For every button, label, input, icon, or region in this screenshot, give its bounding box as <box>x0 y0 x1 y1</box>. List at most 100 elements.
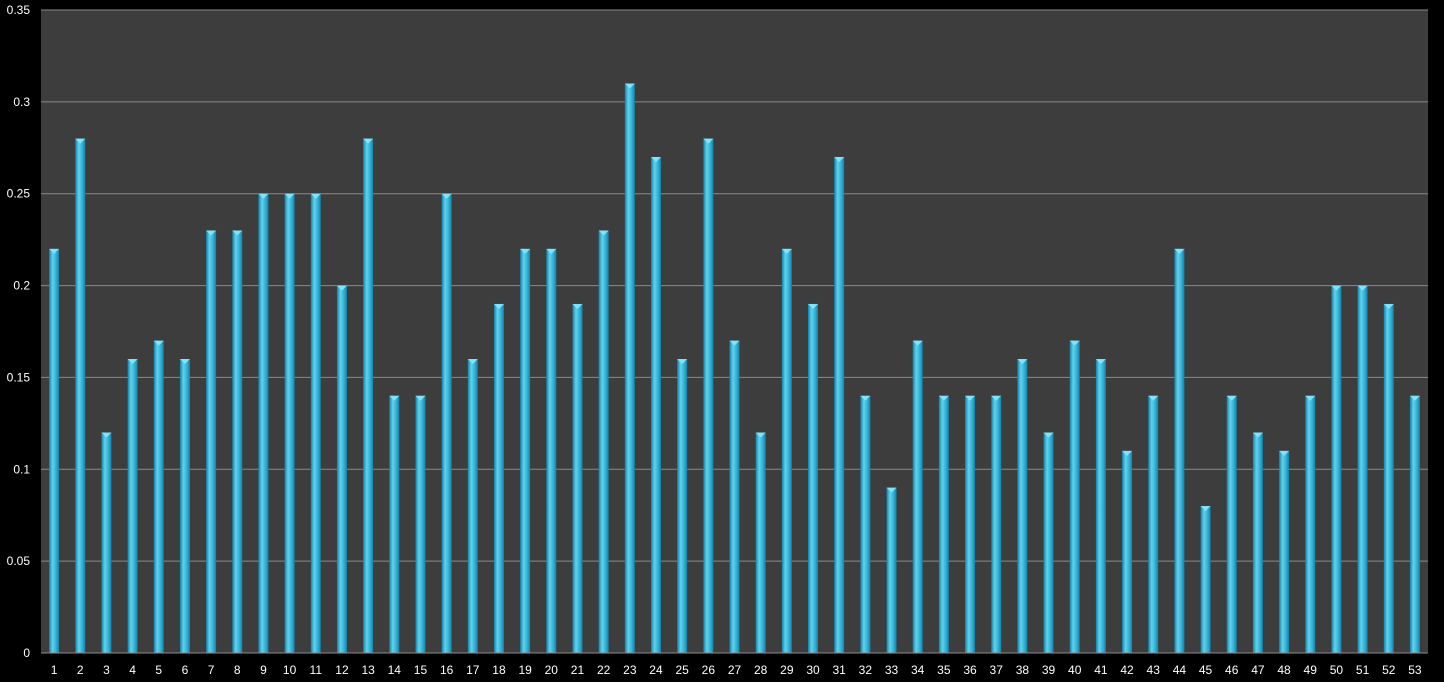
bar <box>1017 359 1028 653</box>
x-axis-tick-labels: 1 2 3 4 5 6 7 8 9 10 11 12 13 14 15 16 17 18 19 20 21 22 23 24 2… <box>51 663 1422 677</box>
x-tick-label: 20 <box>545 663 559 677</box>
x-tick-label: 18 <box>492 663 506 677</box>
bar <box>520 248 531 654</box>
bar <box>206 230 217 653</box>
bar <box>336 285 347 653</box>
x-tick-label: 5 <box>155 663 162 677</box>
bar <box>860 395 871 653</box>
y-tick-label: 0.1 <box>13 462 30 476</box>
x-tick-label: 35 <box>937 663 951 677</box>
bar <box>1357 285 1368 653</box>
bar <box>258 193 269 653</box>
bar <box>232 230 243 653</box>
bar <box>781 248 792 654</box>
x-tick-label: 3 <box>103 663 110 677</box>
bar <box>127 359 138 653</box>
x-tick-label: 6 <box>182 663 189 677</box>
bar <box>75 138 86 654</box>
x-tick-label: 9 <box>260 663 267 677</box>
x-tick-label: 17 <box>466 663 480 677</box>
bar <box>703 138 714 654</box>
bar <box>441 193 452 653</box>
x-tick-label: 51 <box>1356 663 1370 677</box>
bar <box>1122 450 1133 653</box>
bar <box>1148 395 1159 653</box>
bar <box>1226 395 1237 653</box>
x-tick-label: 33 <box>885 663 899 677</box>
bar <box>467 359 478 653</box>
y-tick-label: 0.3 <box>13 95 30 109</box>
bar <box>310 193 321 653</box>
bar <box>598 230 609 653</box>
y-axis-tick-labels: 0 0.05 0.1 0.15 0.2 0.25 0.3 0.35 <box>7 3 31 660</box>
bar <box>624 83 635 653</box>
bar <box>572 303 583 653</box>
x-tick-label: 23 <box>623 663 637 677</box>
x-tick-label: 4 <box>129 663 136 677</box>
bar <box>729 340 740 653</box>
x-tick-label: 26 <box>702 663 716 677</box>
bar <box>938 395 949 653</box>
x-tick-label: 22 <box>597 663 611 677</box>
bar <box>415 395 426 653</box>
x-tick-label: 27 <box>728 663 742 677</box>
x-tick-label: 16 <box>440 663 454 677</box>
x-tick-label: 32 <box>859 663 873 677</box>
bar <box>808 303 819 653</box>
y-tick-label: 0.2 <box>13 279 30 293</box>
bar <box>49 248 60 654</box>
bar <box>1200 506 1211 653</box>
x-tick-label: 8 <box>234 663 241 677</box>
x-tick-label: 15 <box>414 663 428 677</box>
bar <box>965 395 976 653</box>
bar <box>755 432 766 653</box>
bar <box>546 248 557 654</box>
x-tick-label: 30 <box>806 663 820 677</box>
bar <box>101 432 112 653</box>
x-tick-label: 34 <box>911 663 925 677</box>
y-tick-label: 0.35 <box>7 3 31 17</box>
x-tick-label: 36 <box>963 663 977 677</box>
x-tick-label: 47 <box>1251 663 1265 677</box>
x-tick-label: 38 <box>1016 663 1030 677</box>
bar <box>363 138 374 654</box>
x-tick-label: 41 <box>1094 663 1108 677</box>
x-tick-label: 19 <box>518 663 532 677</box>
x-tick-label: 43 <box>1147 663 1161 677</box>
bar <box>1383 303 1394 653</box>
x-tick-label: 25 <box>675 663 689 677</box>
x-tick-label: 46 <box>1225 663 1239 677</box>
bar <box>179 359 190 653</box>
y-tick-label: 0 <box>23 646 30 660</box>
bar <box>912 340 923 653</box>
x-tick-label: 21 <box>571 663 585 677</box>
x-tick-label: 42 <box>1120 663 1134 677</box>
bar <box>1409 395 1420 653</box>
bar <box>1331 285 1342 653</box>
y-tick-label: 0.25 <box>7 187 31 201</box>
x-tick-label: 52 <box>1382 663 1396 677</box>
bar <box>677 359 688 653</box>
x-tick-label: 2 <box>77 663 84 677</box>
x-tick-label: 1 <box>51 663 58 677</box>
y-tick-label: 0.05 <box>7 554 31 568</box>
bar <box>389 395 400 653</box>
y-tick-label: 0.15 <box>7 370 31 384</box>
x-tick-label: 49 <box>1304 663 1318 677</box>
bar <box>153 340 164 653</box>
x-tick-label: 29 <box>780 663 794 677</box>
bar <box>284 193 295 653</box>
x-tick-label: 37 <box>990 663 1004 677</box>
bar <box>1069 340 1080 653</box>
bar <box>991 395 1002 653</box>
x-tick-label: 44 <box>1173 663 1187 677</box>
x-tick-label: 14 <box>388 663 402 677</box>
bar <box>1252 432 1263 653</box>
bar <box>1279 450 1290 653</box>
bar <box>834 156 845 653</box>
x-tick-label: 39 <box>1042 663 1056 677</box>
x-tick-label: 31 <box>832 663 846 677</box>
x-tick-label: 40 <box>1068 663 1082 677</box>
x-tick-label: 11 <box>310 663 323 677</box>
